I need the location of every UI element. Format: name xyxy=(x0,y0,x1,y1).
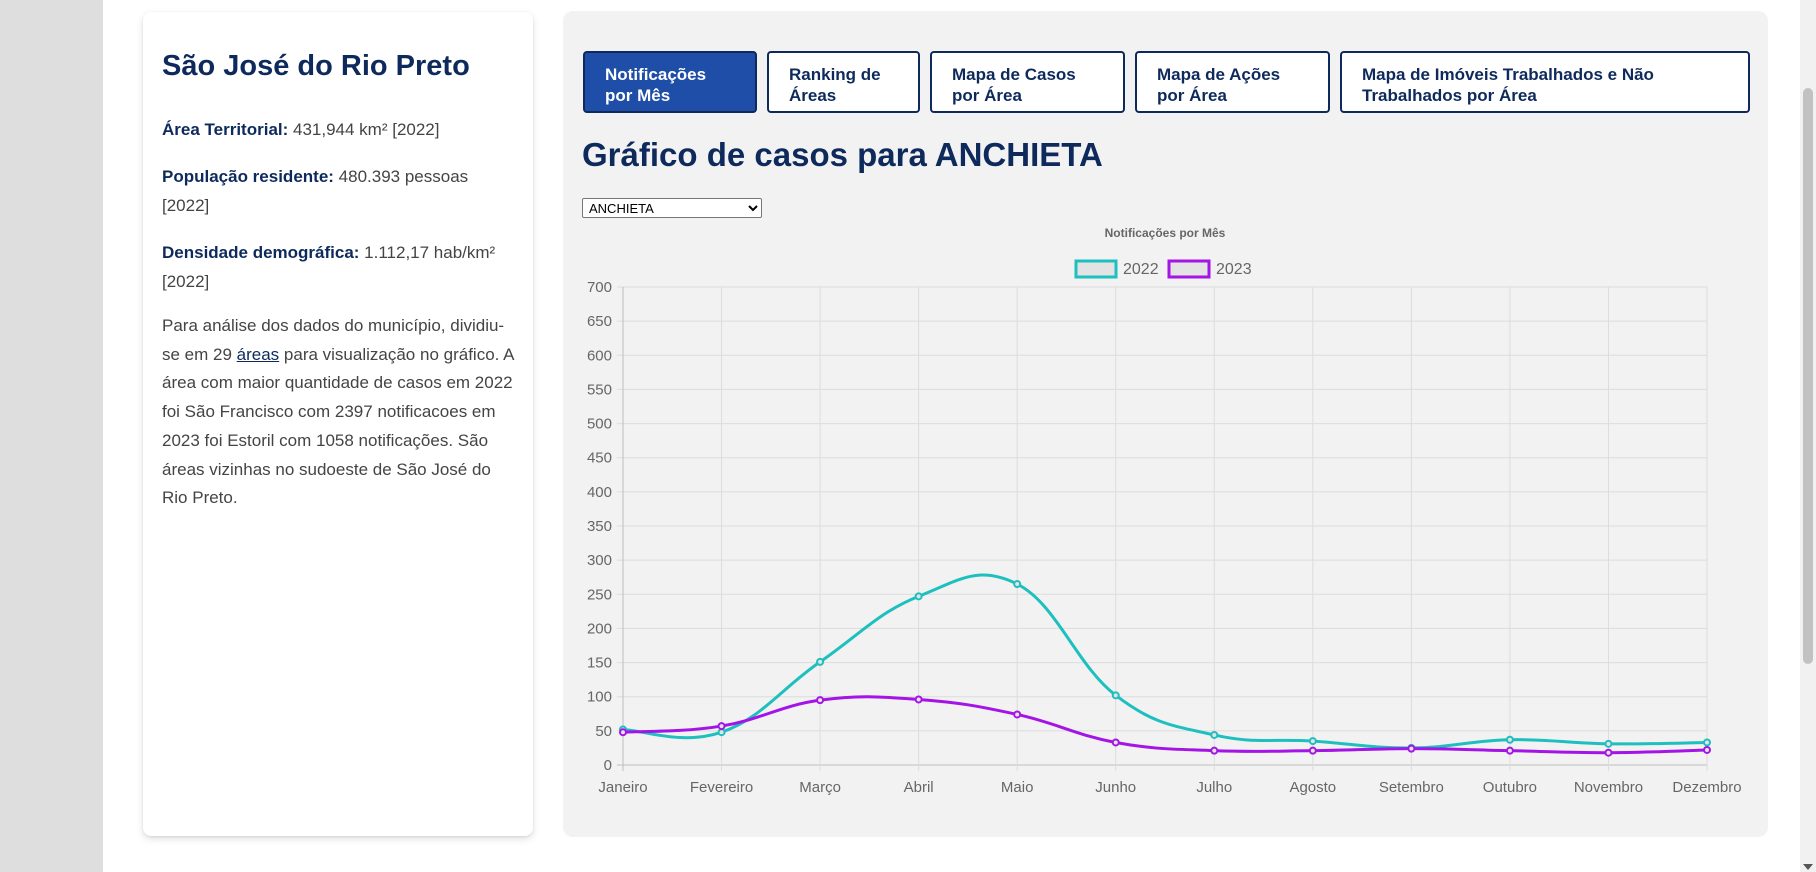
chart-title: Notificações por Mês xyxy=(1105,226,1226,240)
series-line-2023 xyxy=(622,695,1708,755)
chart-series xyxy=(619,573,1711,757)
scroll-down-arrow-icon[interactable] xyxy=(1803,864,1813,870)
legend-label-2023[interactable]: 2023 xyxy=(1216,261,1252,278)
x-tick-label: Setembro xyxy=(1379,779,1444,796)
data-point-2023[interactable] xyxy=(914,695,923,704)
tab-mapa-de-casos[interactable]: Mapa de Casos por Área xyxy=(930,51,1125,113)
x-tick-label: Maio xyxy=(1001,779,1034,796)
legend-swatch-2022[interactable] xyxy=(1074,259,1118,279)
tab-mapa-de-imoveis[interactable]: Mapa de Imóveis Trabalhados e Não Trabal… xyxy=(1340,51,1750,113)
x-tick-label: Janeiro xyxy=(598,779,647,796)
page-left-gutter xyxy=(0,0,103,872)
x-tick-label: Março xyxy=(799,779,841,796)
chart-panel: Notificações por Mês Ranking de Áreas Ma… xyxy=(563,11,1768,837)
data-point-2022[interactable] xyxy=(717,728,726,737)
notifications-line-chart: Notificações por Mês 2022 2023 0 50 100 150… xyxy=(587,226,1742,796)
chart-legend: 2022 2023 xyxy=(1074,259,1252,279)
x-tick-label: Dezembro xyxy=(1672,779,1741,796)
y-tick-label: 350 xyxy=(587,518,612,535)
y-tick-label: 50 xyxy=(595,723,612,740)
tab-ranking-de-areas[interactable]: Ranking de Áreas xyxy=(767,51,920,113)
x-axis-ticks: Janeiro Fevereiro Março Abril Maio Junho Julho… xyxy=(598,779,1741,796)
page-scrollbar[interactable] xyxy=(1800,0,1816,872)
population-field: População residente: 480.393 pessoas [20… xyxy=(162,162,514,220)
y-tick-label: 650 xyxy=(587,313,612,330)
tab-mapa-de-acoes[interactable]: Mapa de Ações por Área xyxy=(1135,51,1330,113)
areas-link[interactable]: áreas xyxy=(236,344,280,364)
x-tick-label: Julho xyxy=(1196,779,1232,796)
x-tick-label: Agosto xyxy=(1289,779,1336,796)
population-label: População residente: xyxy=(162,167,334,186)
data-point-2022[interactable] xyxy=(1505,735,1514,744)
data-point-2023[interactable] xyxy=(1604,748,1613,757)
data-point-2022[interactable] xyxy=(1703,738,1711,747)
data-point-2023[interactable] xyxy=(1505,746,1514,755)
x-tick-label: Fevereiro xyxy=(690,779,753,796)
legend-label-2022[interactable]: 2022 xyxy=(1123,261,1159,278)
density-field: Densidade demográfica: 1.112,17 hab/km² … xyxy=(162,238,514,296)
city-title: São José do Rio Preto xyxy=(162,50,470,82)
data-point-2023[interactable] xyxy=(1111,738,1120,747)
y-tick-label: 300 xyxy=(587,552,612,569)
y-tick-label: 700 xyxy=(587,279,612,296)
territorial-area-field: Área Territorial: 431,944 km² [2022] xyxy=(162,115,514,144)
municipality-info-card: São José do Rio Preto Área Territorial: … xyxy=(143,12,533,836)
y-tick-label: 200 xyxy=(587,620,612,637)
data-point-2022[interactable] xyxy=(816,657,825,666)
data-point-2022[interactable] xyxy=(1308,737,1317,746)
density-label: Densidade demográfica: xyxy=(162,243,360,262)
y-tick-label: 150 xyxy=(587,655,612,672)
territorial-area-value: 431,944 km² [2022] xyxy=(288,120,440,139)
legend-swatch-2023[interactable] xyxy=(1167,259,1211,279)
data-point-2022[interactable] xyxy=(914,592,923,601)
data-point-2022[interactable] xyxy=(1013,580,1022,589)
data-point-2023[interactable] xyxy=(619,728,627,737)
y-axis-ticks: 0 50 100 150 200 250 300 350 400 450 500 550 600 650 7… xyxy=(587,279,612,774)
data-point-2023[interactable] xyxy=(1013,710,1022,719)
chart-heading: Gráfico de casos para ANCHIETA xyxy=(582,136,1103,173)
x-tick-label: Novembro xyxy=(1574,779,1643,796)
y-tick-label: 450 xyxy=(587,450,612,467)
data-point-2023[interactable] xyxy=(816,696,825,705)
y-tick-label: 100 xyxy=(587,689,612,706)
y-tick-label: 400 xyxy=(587,484,612,501)
area-select[interactable]: ANCHIETA xyxy=(582,198,762,218)
y-tick-label: 0 xyxy=(604,757,612,774)
y-tick-label: 250 xyxy=(587,586,612,603)
x-tick-label: Junho xyxy=(1095,779,1136,796)
series-line-2022 xyxy=(622,573,1708,750)
density-value: 1.112,17 hab/km² [2022] xyxy=(162,243,496,291)
data-point-2023[interactable] xyxy=(1308,746,1317,755)
territorial-area-label: Área Territorial: xyxy=(162,120,289,139)
municipality-description: Para análise dos dados do município, div… xyxy=(162,312,514,513)
y-tick-label: 500 xyxy=(587,416,612,433)
chart-gridlines xyxy=(617,286,1708,771)
scrollbar-thumb[interactable] xyxy=(1803,88,1813,664)
data-point-2022[interactable] xyxy=(1111,691,1120,700)
description-text-end: para visualização no gráfico. A área com… xyxy=(162,344,514,508)
data-point-2023[interactable] xyxy=(1703,745,1711,754)
tab-notificacoes-por-mes[interactable]: Notificações por Mês xyxy=(583,51,757,113)
y-tick-label: 600 xyxy=(587,347,612,364)
data-point-2023[interactable] xyxy=(717,722,726,731)
data-point-2022[interactable] xyxy=(1604,739,1613,748)
data-point-2023[interactable] xyxy=(1210,746,1219,755)
data-point-2023[interactable] xyxy=(1407,744,1416,753)
x-tick-label: Outubro xyxy=(1483,779,1537,796)
x-tick-label: Abril xyxy=(904,779,934,796)
data-point-2022[interactable] xyxy=(1210,730,1219,739)
population-value: 480.393 pessoas [2022] xyxy=(162,167,469,215)
description-text-start: Para análise dos dados do município, div… xyxy=(162,316,505,364)
y-tick-label: 550 xyxy=(587,381,612,398)
